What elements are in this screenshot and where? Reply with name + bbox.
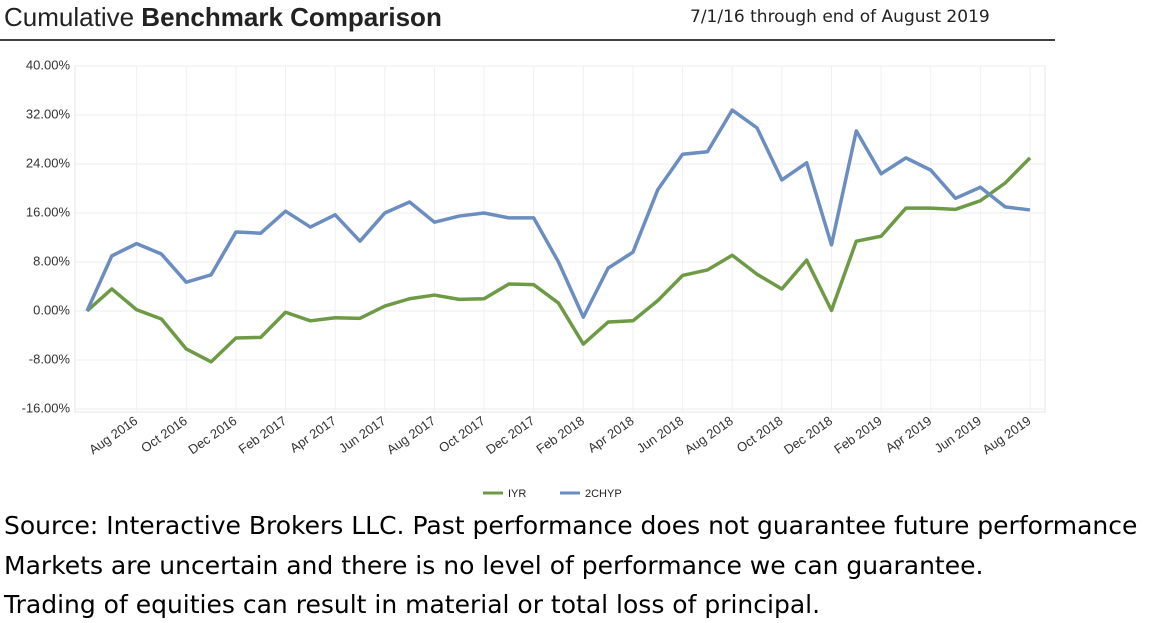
series-line: [85, 108, 1031, 319]
x-tick-label: Dec 2016: [185, 413, 239, 457]
x-tick-label: Feb 2018: [533, 413, 587, 457]
x-tick-label: Dec 2018: [781, 413, 835, 457]
x-tick-label: Apr 2017: [287, 413, 339, 456]
x-tick-label: Apr 2018: [585, 413, 637, 456]
x-tick-label: Jun 2018: [634, 413, 686, 456]
title-part: Benchmark Comparison: [141, 2, 442, 32]
y-tick-label: 24.00%: [26, 155, 71, 170]
y-tick-label: 40.00%: [26, 57, 71, 72]
x-tick-label: Feb 2017: [236, 413, 290, 457]
x-tick-label: Oct 2016: [138, 413, 190, 456]
y-tick-label: 16.00%: [26, 204, 71, 219]
legend-label: 2CHYP: [585, 488, 622, 500]
x-tick-label: Feb 2019: [831, 413, 885, 457]
y-tick-label: -8.00%: [29, 351, 71, 366]
x-tick-label: Oct 2017: [436, 413, 488, 456]
x-tick-label: Aug 2019: [979, 413, 1033, 457]
note: Source: Interactive Brokers LLC. Past pe…: [4, 511, 1137, 540]
x-tick-label: Jun 2019: [932, 413, 984, 456]
x-tick-label: Dec 2017: [483, 413, 537, 457]
series-line: [85, 156, 1032, 364]
x-tick-label: Aug 2018: [682, 413, 736, 457]
title-part: Cumulative: [4, 2, 134, 32]
y-tick-label: 0.00%: [33, 302, 70, 317]
subtitle: 7/1/16 through end of August 2019: [690, 7, 990, 27]
x-tick-label: Aug 2017: [384, 413, 438, 457]
x-tick-label: Jun 2017: [336, 413, 388, 456]
x-tick-label: Apr 2019: [883, 413, 935, 456]
y-tick-label: -16.00%: [22, 400, 71, 415]
chart-title: Cumulative Benchmark Comparison: [4, 2, 442, 32]
note: Trading of equities can result in materi…: [3, 590, 820, 619]
legend-label: IYR: [508, 488, 526, 500]
x-tick-label: Aug 2016: [86, 413, 140, 457]
x-tick-label: Oct 2018: [734, 413, 786, 456]
y-tick-label: 32.00%: [26, 106, 71, 121]
note: Markets are uncertain and there is no le…: [4, 551, 983, 580]
y-tick-label: 8.00%: [33, 253, 70, 268]
